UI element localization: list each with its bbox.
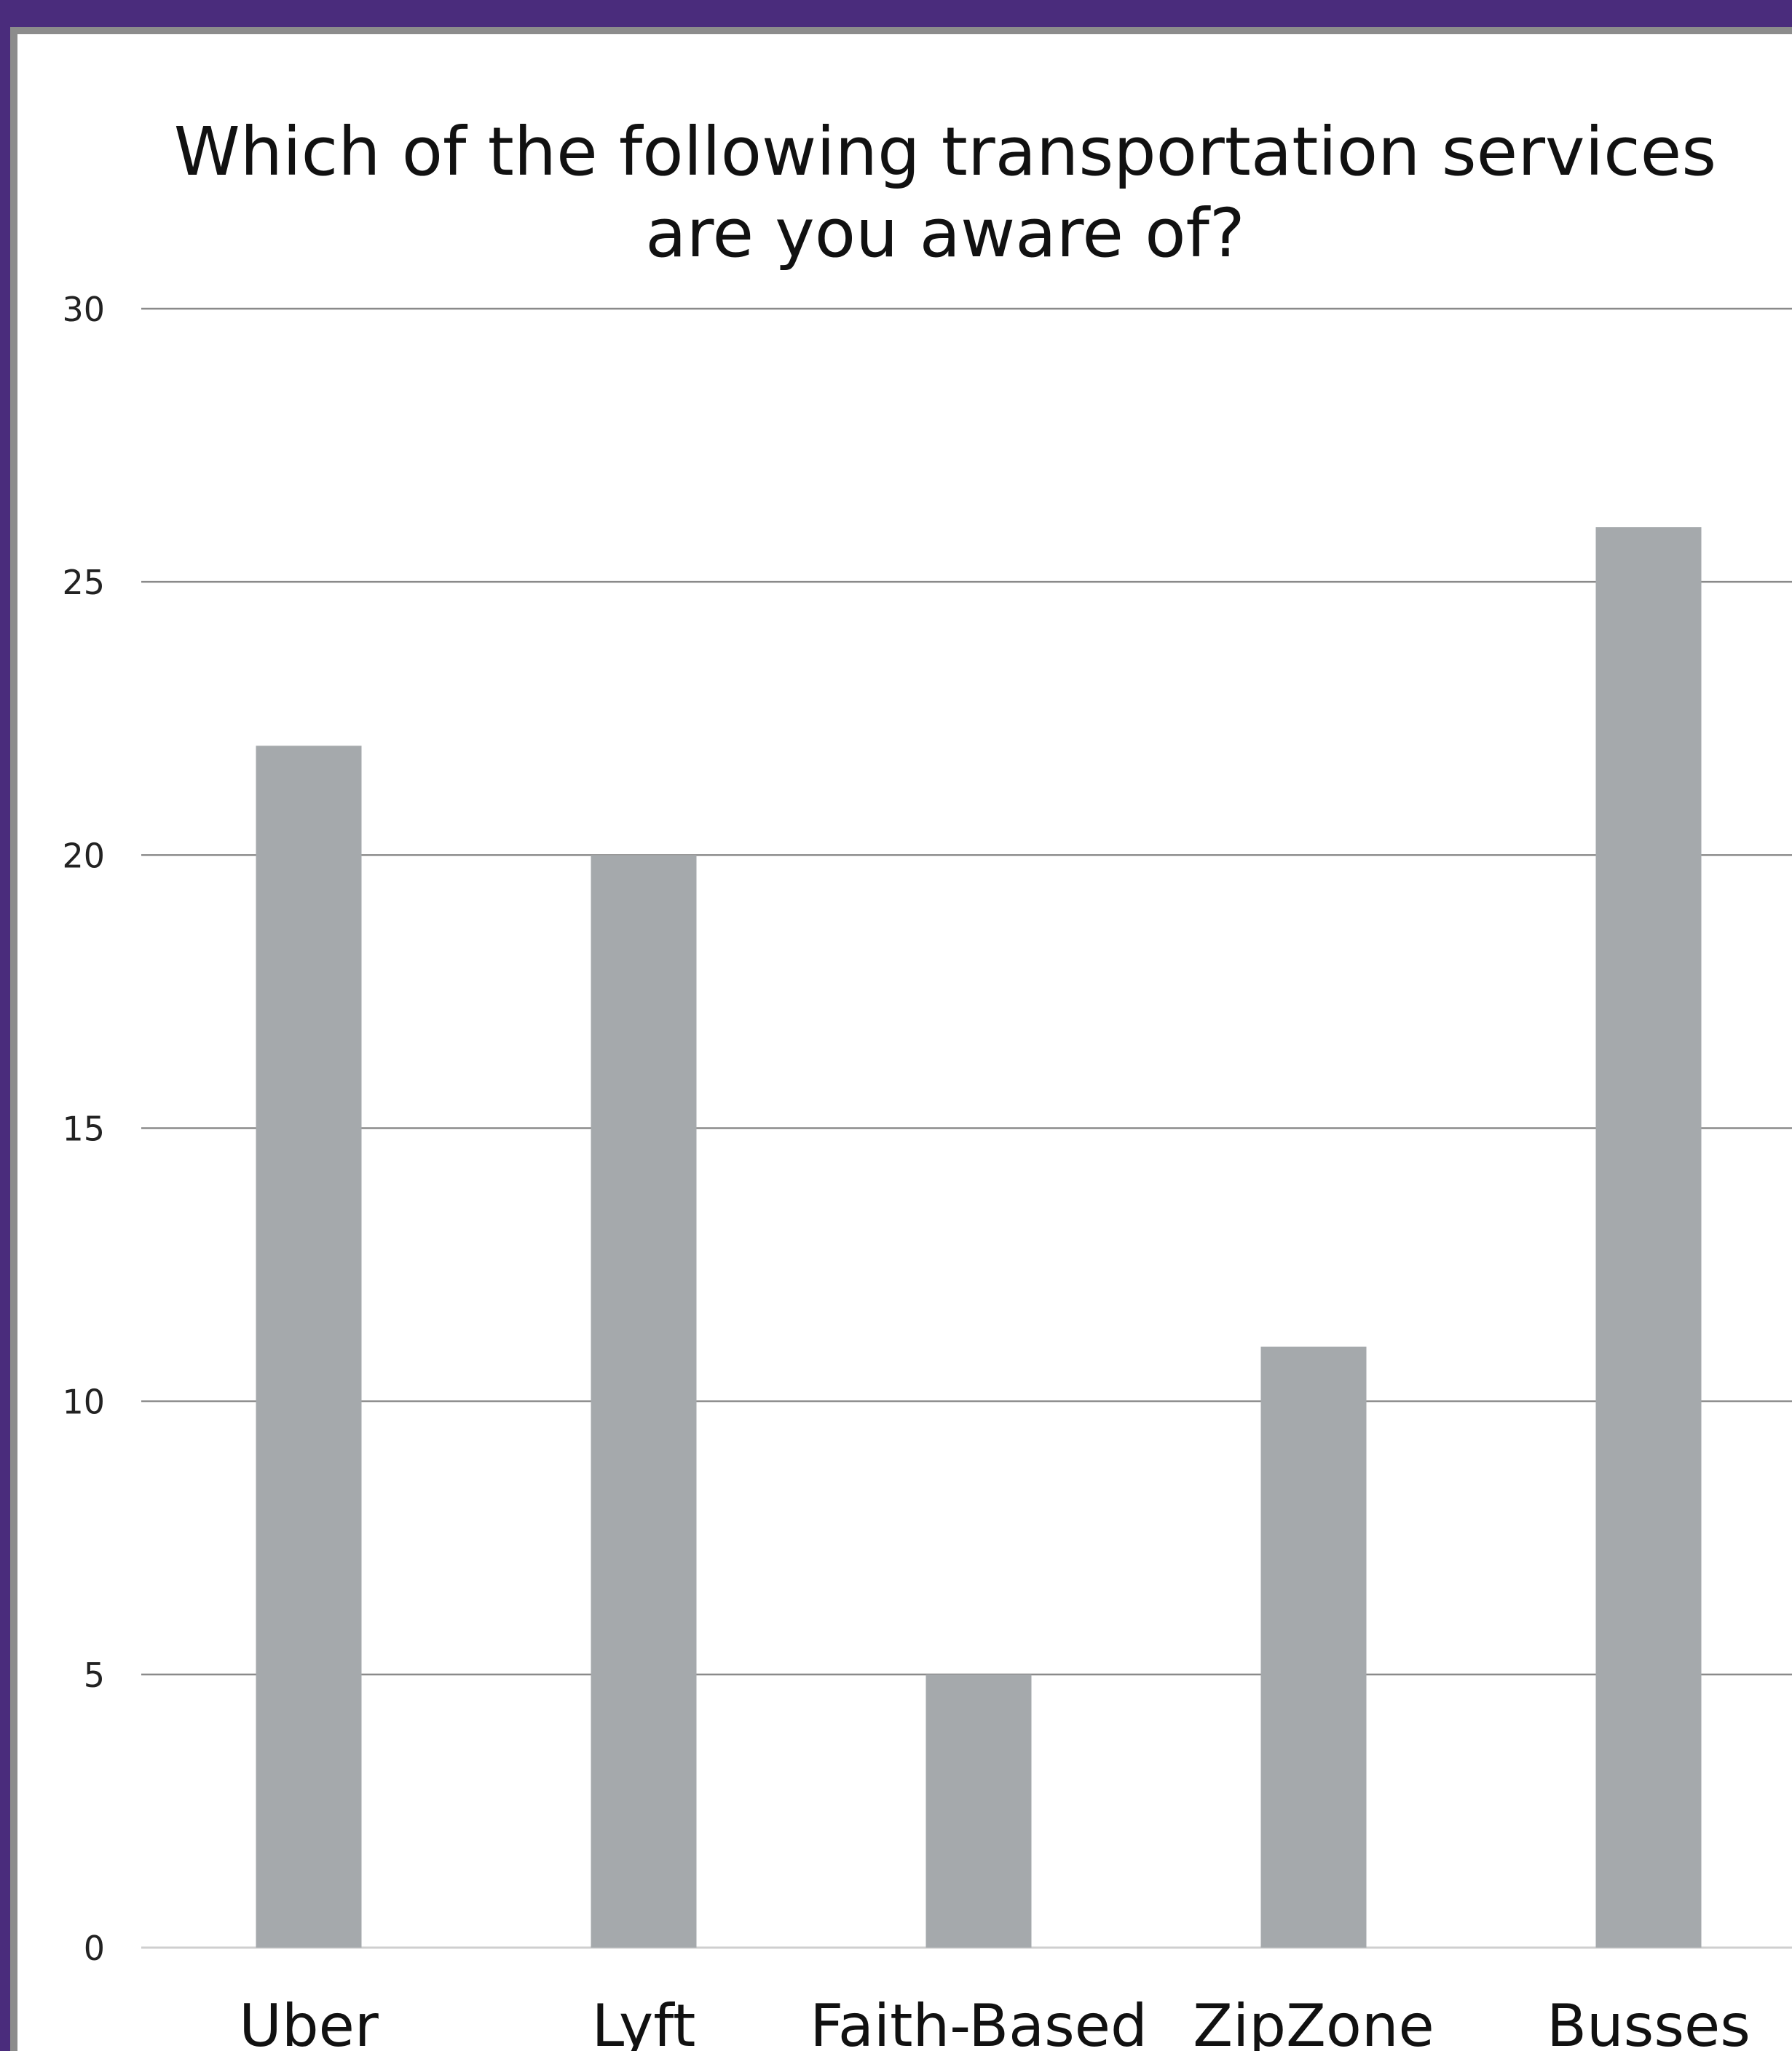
y-tick-label: 0 (84, 1929, 105, 1968)
bar-zipzone (1260, 1346, 1367, 1948)
x-category-label: Faith-Based (810, 1992, 1148, 2051)
y-tick-label: 15 (62, 1110, 105, 1149)
y-tick-label: 20 (62, 836, 105, 875)
chart-title-line-2: are you aware of? (645, 194, 1244, 272)
x-category-label: Lyft (592, 1992, 696, 2051)
bar-uber (256, 746, 362, 1948)
y-tick-label: 10 (62, 1383, 105, 1422)
gridlines (141, 307, 1792, 1949)
bars (256, 527, 1702, 1948)
y-tick-label: 25 (62, 563, 105, 602)
x-category-label: Uber (239, 1992, 379, 2051)
x-axis-labels: Uber Lyft Faith-Based ZipZone Busses (239, 1992, 1750, 2051)
chart-title: Which of the following transportation se… (174, 113, 1716, 272)
y-tick-label: 30 (62, 290, 105, 329)
chart-title-line-1: Which of the following transportation se… (174, 113, 1716, 191)
y-tick-label: 5 (84, 1656, 105, 1695)
x-category-label: Busses (1547, 1992, 1750, 2051)
bar-faith-based (925, 1674, 1032, 1948)
bar-busses (1595, 527, 1702, 1948)
bar-lyft (591, 855, 697, 1948)
x-category-label: ZipZone (1193, 1992, 1434, 2051)
y-axis-ticks: 0 5 10 15 20 25 30 (62, 290, 105, 1968)
